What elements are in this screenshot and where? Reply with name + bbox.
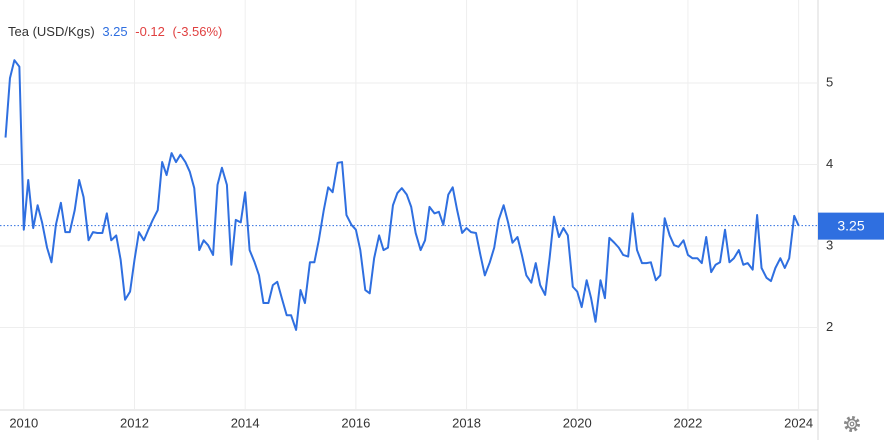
y-tick-label: 5	[826, 74, 833, 89]
last-value: 3.25	[102, 24, 128, 39]
price-line	[4, 59, 800, 331]
gear-ring	[846, 418, 858, 430]
chart-header: Tea (USD/Kgs) 3.25 -0.12 (-3.56%)	[8, 24, 226, 39]
x-tick-label: 2020	[563, 415, 592, 430]
x-tick-label: 2010	[9, 415, 38, 430]
last-value-label: 3.25	[837, 217, 864, 233]
x-tick-label: 2016	[341, 415, 370, 430]
x-tick-label: 2012	[120, 415, 149, 430]
y-tick-label: 3	[826, 237, 833, 252]
x-tick-label: 2014	[231, 415, 260, 430]
gear-teeth	[844, 416, 860, 432]
x-tick-label: 2018	[452, 415, 481, 430]
y-tick-label: 4	[826, 156, 833, 171]
change: -0.12	[135, 24, 165, 39]
x-tick-label: 2024	[784, 415, 813, 430]
last-value-box	[818, 212, 884, 240]
chart-title: Tea (USD/Kgs)	[8, 24, 95, 39]
x-tick-label: 2022	[673, 415, 702, 430]
settings-icon[interactable]	[844, 416, 860, 432]
y-tick-label: 2	[826, 319, 833, 334]
change-percent: (-3.56%)	[172, 24, 223, 39]
gear-hole	[849, 421, 855, 427]
